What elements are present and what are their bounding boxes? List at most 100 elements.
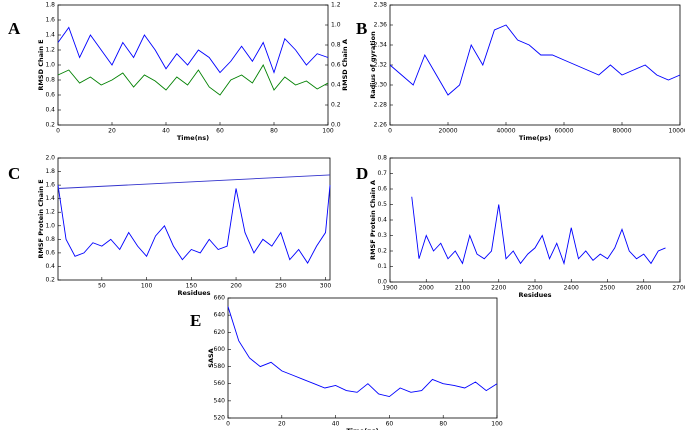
x-tick-label: 100 [491, 421, 503, 428]
y-tick-label: 520 [214, 415, 226, 422]
y-tick-label: 0.4 [45, 107, 55, 114]
y-tick-label: 0.7 [377, 170, 387, 177]
x-tick-label: 80000 [612, 128, 631, 135]
y-tick-label: 0.6 [45, 249, 55, 256]
panel-label: D [356, 164, 368, 183]
x-tick-label: 40000 [496, 128, 515, 135]
data-line [411, 196, 666, 266]
y2-axis-label: RMSD Chain A [341, 39, 349, 91]
y-tick-label: 660 [214, 295, 226, 302]
x-tick-label: 2100 [455, 285, 470, 292]
y-tick-label: 0.0 [377, 279, 387, 286]
y2-tick-label: 1.2 [331, 2, 341, 9]
x-tick-label: 300 [320, 283, 332, 290]
data-line [57, 64, 329, 96]
y-tick-label: 0.1 [377, 263, 387, 270]
y-axis-label: RMSF Protein Chain A [369, 180, 377, 260]
x-axis-label: Time(ns) [346, 427, 378, 430]
panel: 0 20000 40000 60000 80000 100000 2.26 2.28 2.30 2… [356, 2, 685, 143]
panel-label: E [190, 311, 201, 330]
y-tick-label: 620 [214, 329, 226, 336]
plot-frame [57, 4, 329, 126]
y-tick-label: 1.2 [45, 47, 55, 54]
y-tick-label: 1.8 [45, 2, 55, 9]
x-tick-label: 1900 [382, 285, 397, 292]
y-tick-label: 0.2 [45, 122, 55, 129]
data-line [389, 24, 681, 96]
plot-frame [389, 157, 681, 283]
x-axis-label: Residues [177, 289, 210, 297]
panel: 50 100 150 200 250 300 0.2 0.4 0.6 0.8 1.0 1.2 1.4 1.… [8, 155, 331, 298]
panel: 0 20 40 60 80 100 520 540 560 580 600 620 640 660 Time… [190, 295, 503, 430]
y-tick-label: 0.2 [45, 277, 55, 284]
y-tick-label: 2.32 [374, 62, 388, 69]
y-tick-label: 1.8 [45, 168, 55, 175]
data-line [57, 185, 331, 264]
y-tick-label: 640 [214, 312, 226, 319]
y-tick-label: 2.28 [374, 102, 388, 109]
y-tick-label: 560 [214, 380, 226, 387]
y-tick-label: 0.2 [377, 248, 387, 255]
y-tick-label: 0.5 [377, 201, 387, 208]
x-axis-label: Residues [518, 291, 551, 299]
data-line [57, 174, 331, 189]
y-tick-label: 0.6 [377, 186, 387, 193]
y-tick-label: 600 [214, 346, 226, 353]
x-tick-label: 20000 [438, 128, 457, 135]
x-tick-label: 0 [388, 128, 392, 135]
panel: 0 20 40 60 80 100 0.2 0.4 0.6 0.8 1.0 1.2 1.4 1.6 1.8 0… [8, 2, 349, 143]
y-tick-label: 1.0 [45, 222, 55, 229]
panel-label: A [8, 19, 21, 38]
y-tick-label: 2.26 [374, 122, 388, 129]
y-tick-label: 2.36 [374, 22, 388, 29]
y-tick-label: 2.38 [374, 2, 388, 9]
y2-tick-label: 0.0 [331, 122, 341, 129]
x-tick-label: 2000 [419, 285, 434, 292]
x-tick-label: 40 [332, 421, 340, 428]
panel-label: B [356, 19, 367, 38]
y-tick-label: 0.8 [45, 236, 55, 243]
x-tick-label: 100 [141, 283, 153, 290]
y2-tick-label: 1.0 [331, 22, 341, 29]
y-tick-label: 1.2 [45, 209, 55, 216]
y-tick-label: 2.34 [374, 42, 388, 49]
y-tick-label: 0.4 [45, 263, 55, 270]
y-tick-label: 1.0 [45, 62, 55, 69]
x-tick-label: 50 [98, 283, 106, 290]
x-tick-label: 0 [226, 421, 230, 428]
x-tick-label: 200 [230, 283, 242, 290]
x-tick-label: 2300 [527, 285, 542, 292]
y2-tick-label: 0.8 [331, 42, 341, 49]
y-tick-label: 0.8 [377, 155, 387, 162]
x-tick-label: 40 [162, 128, 170, 135]
x-tick-label: 60 [216, 128, 224, 135]
plot-frame [227, 297, 498, 419]
x-tick-label: 20 [108, 128, 116, 135]
x-tick-label: 2400 [564, 285, 579, 292]
y-tick-label: 1.4 [45, 195, 55, 202]
x-tick-label: 2500 [600, 285, 615, 292]
x-tick-label: 80 [439, 421, 447, 428]
data-line [227, 306, 498, 398]
x-tick-label: 60000 [554, 128, 573, 135]
y-tick-label: 0.4 [377, 217, 387, 224]
x-tick-label: 2600 [636, 285, 651, 292]
y2-tick-label: 0.2 [331, 102, 341, 109]
y-tick-label: 0.6 [45, 92, 55, 99]
panel-label: C [8, 164, 20, 183]
y2-tick-label: 0.4 [331, 82, 341, 89]
y-tick-label: 2.0 [45, 155, 55, 162]
y-tick-label: 0.8 [45, 77, 55, 84]
x-tick-label: 100000 [669, 128, 685, 135]
y-axis-label: RMSD Chain E [37, 39, 45, 90]
y-tick-label: 1.4 [45, 32, 55, 39]
y-axis-label: RMSF Protein Chain E [37, 179, 45, 258]
y-tick-label: 580 [214, 363, 226, 370]
y-tick-label: 540 [214, 397, 226, 404]
x-tick-label: 250 [275, 283, 287, 290]
x-tick-label: 20 [278, 421, 286, 428]
y-axis-label: Radius of gyration [369, 31, 377, 99]
data-line [57, 26, 329, 74]
